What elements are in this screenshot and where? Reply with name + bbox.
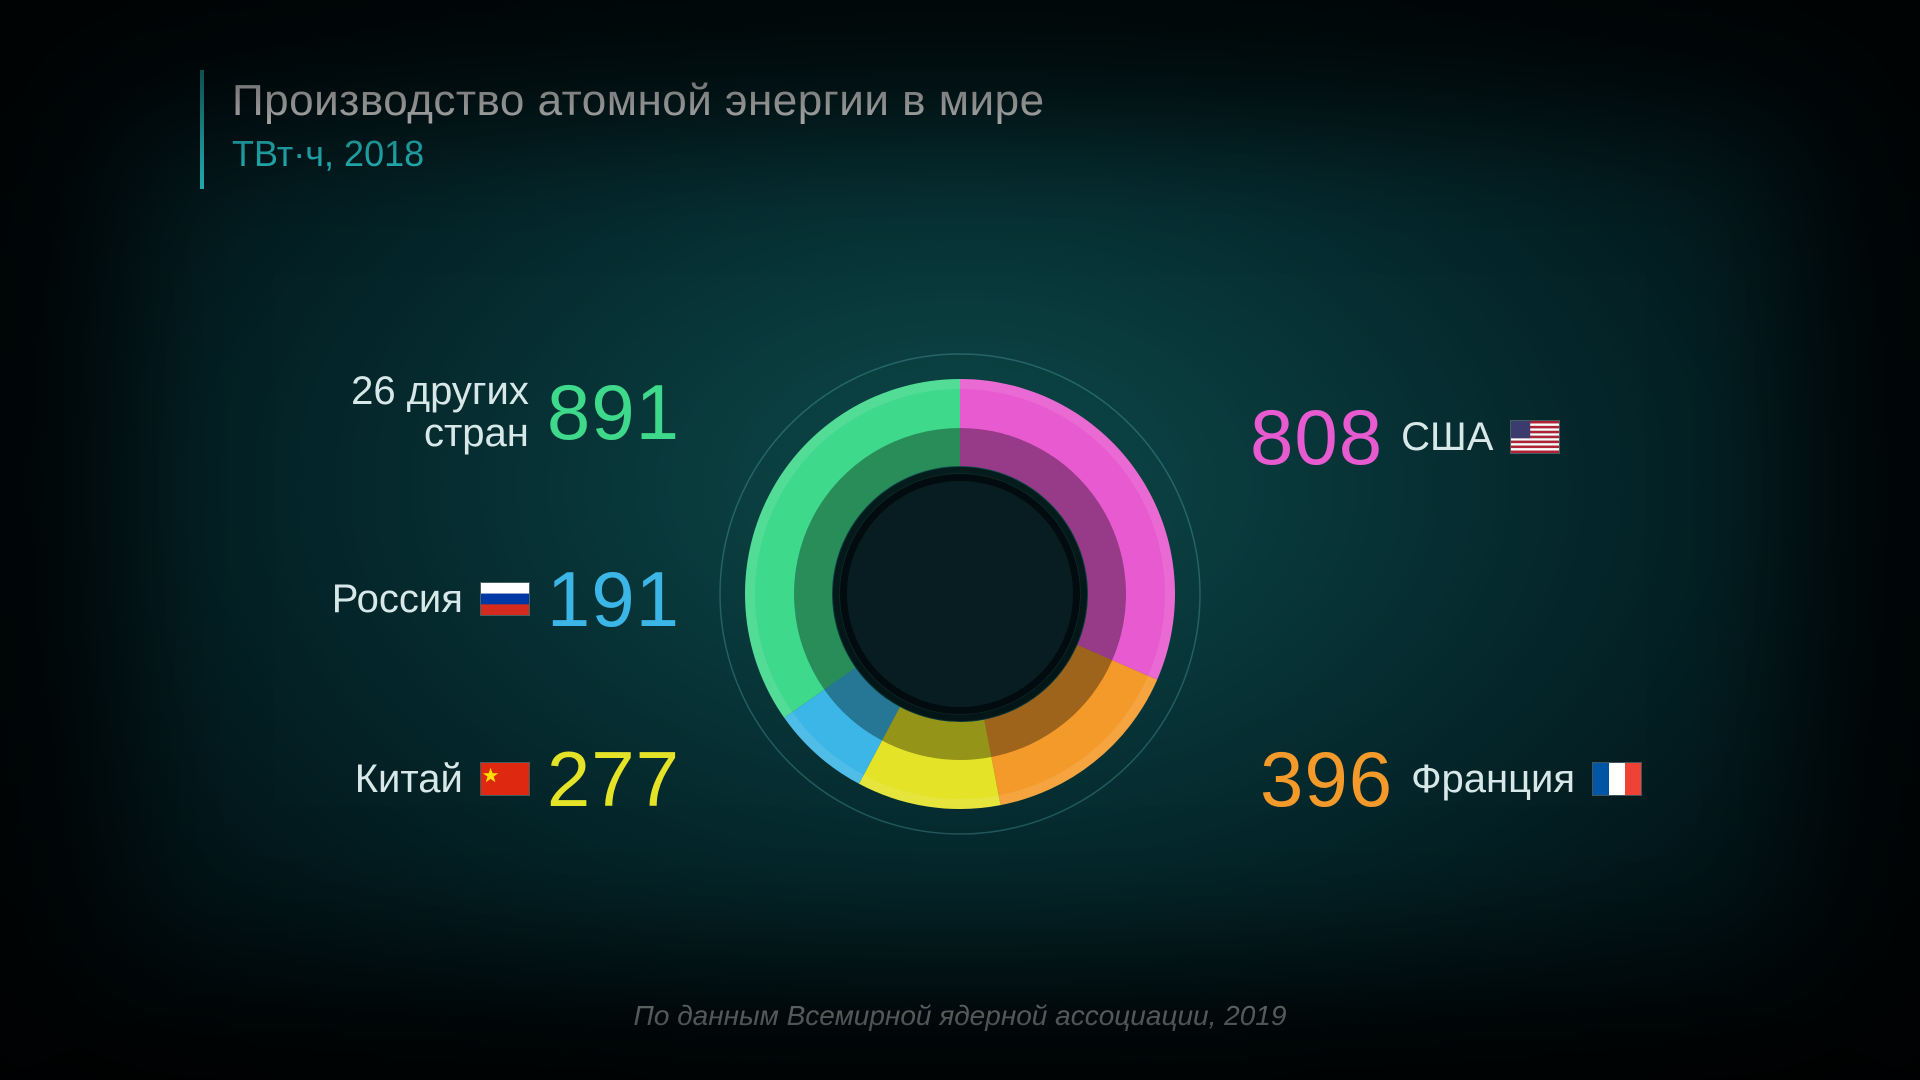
- value-china: 277: [547, 740, 680, 818]
- value-russia: 191: [547, 560, 680, 638]
- name-france: Франция: [1411, 758, 1575, 800]
- name-usa: США: [1401, 416, 1493, 458]
- source-attribution: По данным Всемирной ядерной ассоциации, …: [0, 1000, 1920, 1032]
- flag-fr-icon: [1593, 763, 1641, 795]
- flag-us-icon: [1511, 421, 1559, 453]
- value-others: 891: [547, 373, 680, 451]
- value-france: 396: [1260, 740, 1393, 818]
- flag-cn-icon: [481, 763, 529, 795]
- label-russia: Россия 191: [332, 560, 680, 638]
- name-others: 26 другихстран: [351, 370, 529, 454]
- label-others: 26 другихстран891: [351, 370, 680, 454]
- label-china: Китай 277: [355, 740, 680, 818]
- value-usa: 808: [1250, 398, 1383, 476]
- flag-ru-icon: [481, 583, 529, 615]
- name-china: Китай: [355, 758, 463, 800]
- label-usa: 808 США: [1250, 398, 1559, 476]
- label-france: 396 Франция: [1260, 740, 1641, 818]
- name-russia: Россия: [332, 578, 463, 620]
- chart-labels: 808 США 396 Франция Китай 277 Россия 191 26 друг…: [0, 0, 1920, 1080]
